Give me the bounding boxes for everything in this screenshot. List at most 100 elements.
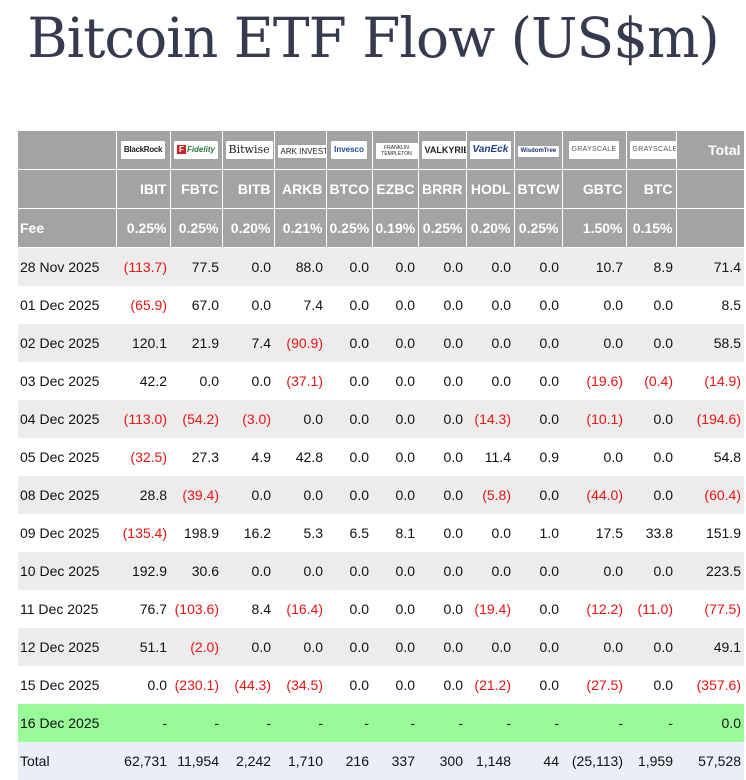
fee-cell: 0.25% xyxy=(326,209,372,248)
flow-cell: (103.6) xyxy=(170,590,222,628)
flow-cell: 0.0 xyxy=(274,400,326,438)
flow-cell: 0.0 xyxy=(326,666,372,704)
flow-cell: 0.0 xyxy=(274,628,326,666)
flow-cell: 0.0 xyxy=(116,666,170,704)
ark-invest-logo: ARK INVEST xyxy=(278,145,327,158)
invesco-logo: Invesco xyxy=(331,141,367,159)
flow-cell: 0.0 xyxy=(418,248,466,287)
total-cell: 2,242 xyxy=(222,742,274,780)
total-cell: 44 xyxy=(514,742,562,780)
bitwise-logo: Bitwise xyxy=(226,141,273,159)
valkyrie-logo: VALKYRIE xyxy=(422,141,467,159)
flow-cell: 0.0 xyxy=(418,628,466,666)
flow-cell: 0.0 xyxy=(372,324,418,362)
flow-cell: 0.0 xyxy=(418,362,466,400)
fee-cell: 0.15% xyxy=(626,209,676,248)
fee-header-row: Fee 0.25% 0.25% 0.20% 0.21% 0.25% 0.19% … xyxy=(18,209,744,248)
flow-cell: 0.0 xyxy=(326,438,372,476)
flow-cell: (230.1) xyxy=(170,666,222,704)
flow-cell: (2.0) xyxy=(170,628,222,666)
flow-cell: 0.0 xyxy=(222,286,274,324)
flow-cell: 88.0 xyxy=(274,248,326,287)
franklin-templeton-logo: FRANKLIN TEMPLETON xyxy=(376,143,418,159)
flow-cell: - xyxy=(418,704,466,742)
flow-cell: 192.9 xyxy=(116,552,170,590)
grayscale-mini-logo: GRAYSCALE xyxy=(630,141,677,159)
flow-cell: (113.0) xyxy=(116,400,170,438)
flow-cell: - xyxy=(514,704,562,742)
row-total: 0.0 xyxy=(676,704,744,742)
flow-cell: 0.0 xyxy=(326,476,372,514)
row-total: (357.6) xyxy=(676,666,744,704)
flow-cell: 16.2 xyxy=(222,514,274,552)
flow-cell: - xyxy=(170,704,222,742)
flow-cell: - xyxy=(626,704,676,742)
row-date: 04 Dec 2025 xyxy=(18,400,116,438)
row-date: 03 Dec 2025 xyxy=(18,362,116,400)
blackrock-logo: BlackRock xyxy=(121,141,165,159)
row-total: 49.1 xyxy=(676,628,744,666)
flow-cell: 33.8 xyxy=(626,514,676,552)
flow-cell: 0.0 xyxy=(514,324,562,362)
flow-cell: 0.0 xyxy=(274,476,326,514)
flow-cell: 0.0 xyxy=(274,552,326,590)
total-cell: 1,959 xyxy=(626,742,676,780)
flow-cell: 0.0 xyxy=(372,590,418,628)
flow-cell: 7.4 xyxy=(222,324,274,362)
flow-cell: (12.2) xyxy=(562,590,626,628)
flow-cell: 8.9 xyxy=(626,248,676,287)
row-total: (14.9) xyxy=(676,362,744,400)
ticker-cell: HODL xyxy=(466,170,514,209)
total-cell: 62,731 xyxy=(116,742,170,780)
fee-cell: 1.50% xyxy=(562,209,626,248)
ticker-header-row: IBIT FBTC BITB ARKB BTCO EZBC BRRR HODL … xyxy=(18,170,744,209)
flow-cell: 0.0 xyxy=(562,438,626,476)
flow-cell: 11.4 xyxy=(466,438,514,476)
row-date: 12 Dec 2025 xyxy=(18,628,116,666)
ticker-cell: GBTC xyxy=(562,170,626,209)
flow-cell: 17.5 xyxy=(562,514,626,552)
total-cell: (25,113) xyxy=(562,742,626,780)
ticker-cell: FBTC xyxy=(170,170,222,209)
row-date: 01 Dec 2025 xyxy=(18,286,116,324)
flow-cell: 0.0 xyxy=(562,628,626,666)
flow-cell: (21.2) xyxy=(466,666,514,704)
flow-cell: 0.0 xyxy=(626,438,676,476)
flow-cell: - xyxy=(116,704,170,742)
header-corner xyxy=(18,131,116,170)
flow-cell: (37.1) xyxy=(274,362,326,400)
flow-cell: (44.3) xyxy=(222,666,274,704)
flow-cell: 0.0 xyxy=(626,628,676,666)
flow-cell: 0.0 xyxy=(514,400,562,438)
flow-cell: (90.9) xyxy=(274,324,326,362)
flow-cell: 51.1 xyxy=(116,628,170,666)
flow-cell: (19.4) xyxy=(466,590,514,628)
ticker-cell: BTCO xyxy=(326,170,372,209)
flow-cell: (27.5) xyxy=(562,666,626,704)
flow-cell: (135.4) xyxy=(116,514,170,552)
row-date: 11 Dec 2025 xyxy=(18,590,116,628)
page-title: Bitcoin ETF Flow (US$m) xyxy=(0,6,746,70)
flow-cell: 0.0 xyxy=(514,552,562,590)
flow-cell: 0.0 xyxy=(372,286,418,324)
grayscale-logo: GRAYSCALE xyxy=(569,141,620,159)
fee-cell: 0.20% xyxy=(222,209,274,248)
row-total: 8.5 xyxy=(676,286,744,324)
flow-cell: 0.0 xyxy=(626,666,676,704)
flow-cell: 28.8 xyxy=(116,476,170,514)
flow-cell: 6.5 xyxy=(326,514,372,552)
row-total: 151.9 xyxy=(676,514,744,552)
flow-cell: (65.9) xyxy=(116,286,170,324)
flow-cell: 0.0 xyxy=(372,666,418,704)
flow-cell: - xyxy=(222,704,274,742)
total-cell: 1,710 xyxy=(274,742,326,780)
